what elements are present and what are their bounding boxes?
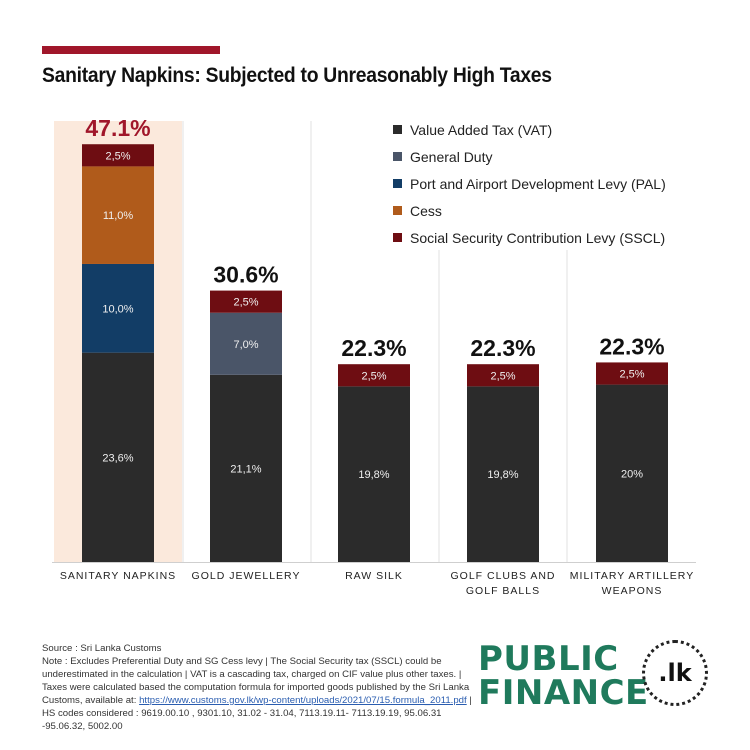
category-label: GOLF BALLS — [466, 585, 540, 597]
legend-label: General Duty — [410, 148, 493, 165]
data-label: 11,0% — [103, 210, 134, 222]
source-text: Source : Sri Lanka Customs — [42, 643, 162, 654]
legend-item-general-duty: General Duty — [393, 143, 666, 170]
note-part-1: Note : Excludes Preferential Duty and SG… — [42, 656, 470, 706]
source-link[interactable]: https://www.customs.gov.lk/wp-content/up… — [139, 695, 467, 706]
bar-sanitary-napkins-sscl — [82, 144, 154, 167]
total-label: 22.3% — [599, 333, 664, 359]
logo-line-public: PUBLIC — [478, 639, 619, 679]
data-label: 2,5% — [619, 369, 644, 381]
stacked-bar-chart: 23,6% 10,0% 11,0% 2,5% 47.1% SANITARY NAPKINS… — [52, 115, 696, 597]
logo-lk-badge: .lk — [642, 640, 708, 706]
legend-swatch — [393, 233, 402, 242]
legend-item-sscl: Social Security Contribution Levy (SSCL) — [393, 224, 666, 251]
bar-golf-clubs-and-golf-balls-sscl — [467, 364, 539, 387]
data-label: 2,5% — [233, 297, 258, 309]
category-label: GOLD JEWELLERY — [192, 570, 301, 582]
bar-military-artillery-weapons-sscl — [596, 362, 668, 385]
bar-gold-jewellery-general-duty — [210, 312, 282, 375]
total-label: 47.1% — [85, 115, 150, 141]
legend: Value Added Tax (VAT) General Duty Port an… — [393, 116, 666, 251]
bar-raw-silk-vat — [338, 386, 410, 562]
data-label: 19,8% — [487, 469, 518, 481]
legend-label: Port and Airport Development Levy (PAL) — [410, 175, 666, 192]
category-label: MILITARY ARTILLERY — [570, 570, 694, 582]
total-label: 22.3% — [470, 335, 535, 361]
data-label: 2,5% — [490, 370, 515, 382]
bar-sanitary-napkins-pal — [82, 263, 154, 353]
data-label: 7,0% — [233, 339, 258, 351]
category-label: RAW SILK — [345, 570, 403, 582]
bar-raw-silk-sscl — [338, 364, 410, 387]
legend-label: Social Security Contribution Levy (SSCL) — [410, 229, 666, 246]
title-accent-bar — [42, 46, 220, 54]
legend-swatch — [393, 125, 402, 134]
data-label: 20% — [621, 468, 643, 480]
logo-line-finance: FINANCE — [478, 673, 649, 713]
note-text: Note : Excludes Preferential Duty and SG… — [42, 655, 472, 733]
legend-item-pal: Port and Airport Development Levy (PAL) — [393, 170, 666, 197]
legend-swatch — [393, 206, 402, 215]
note-part-2: | HS codes considered : 9619.00.10 , 930… — [42, 695, 472, 732]
logo-lk-text: .lk — [658, 659, 692, 687]
legend-swatch — [393, 179, 402, 188]
bar-golf-clubs-and-golf-balls-vat — [467, 386, 539, 562]
legend-item-vat: Value Added Tax (VAT) — [393, 116, 666, 143]
data-label: 19,8% — [358, 469, 389, 481]
legend-label: Cess — [410, 202, 442, 219]
total-label: 22.3% — [341, 335, 406, 361]
data-label: 21,1% — [230, 463, 261, 475]
chart-title: Sanitary Napkins: Subjected to Unreasona… — [42, 64, 552, 87]
public-finance-logo: PUBLIC FINANCE .lk — [478, 640, 718, 712]
category-label: WEAPONS — [602, 585, 663, 597]
legend-item-cess: Cess — [393, 197, 666, 224]
data-label: 2,5% — [361, 370, 386, 382]
data-label: 10,0% — [102, 303, 133, 315]
category-label: GOLF CLUBS AND — [450, 570, 555, 582]
footer-notes: Source : Sri Lanka Customs Note : Exclud… — [42, 642, 472, 733]
data-label: 23,6% — [102, 452, 133, 464]
bar-sanitary-napkins-vat — [82, 352, 154, 562]
bar-gold-jewellery-vat — [210, 374, 282, 562]
data-label: 2,5% — [105, 150, 130, 162]
category-label: SANITARY NAPKINS — [60, 570, 176, 582]
total-label: 30.6% — [213, 262, 278, 288]
bar-sanitary-napkins-cess — [82, 166, 154, 264]
bar-military-artillery-weapons-vat — [596, 384, 668, 562]
legend-label: Value Added Tax (VAT) — [410, 121, 553, 138]
legend-swatch — [393, 152, 402, 161]
bar-gold-jewellery-sscl — [210, 290, 282, 313]
